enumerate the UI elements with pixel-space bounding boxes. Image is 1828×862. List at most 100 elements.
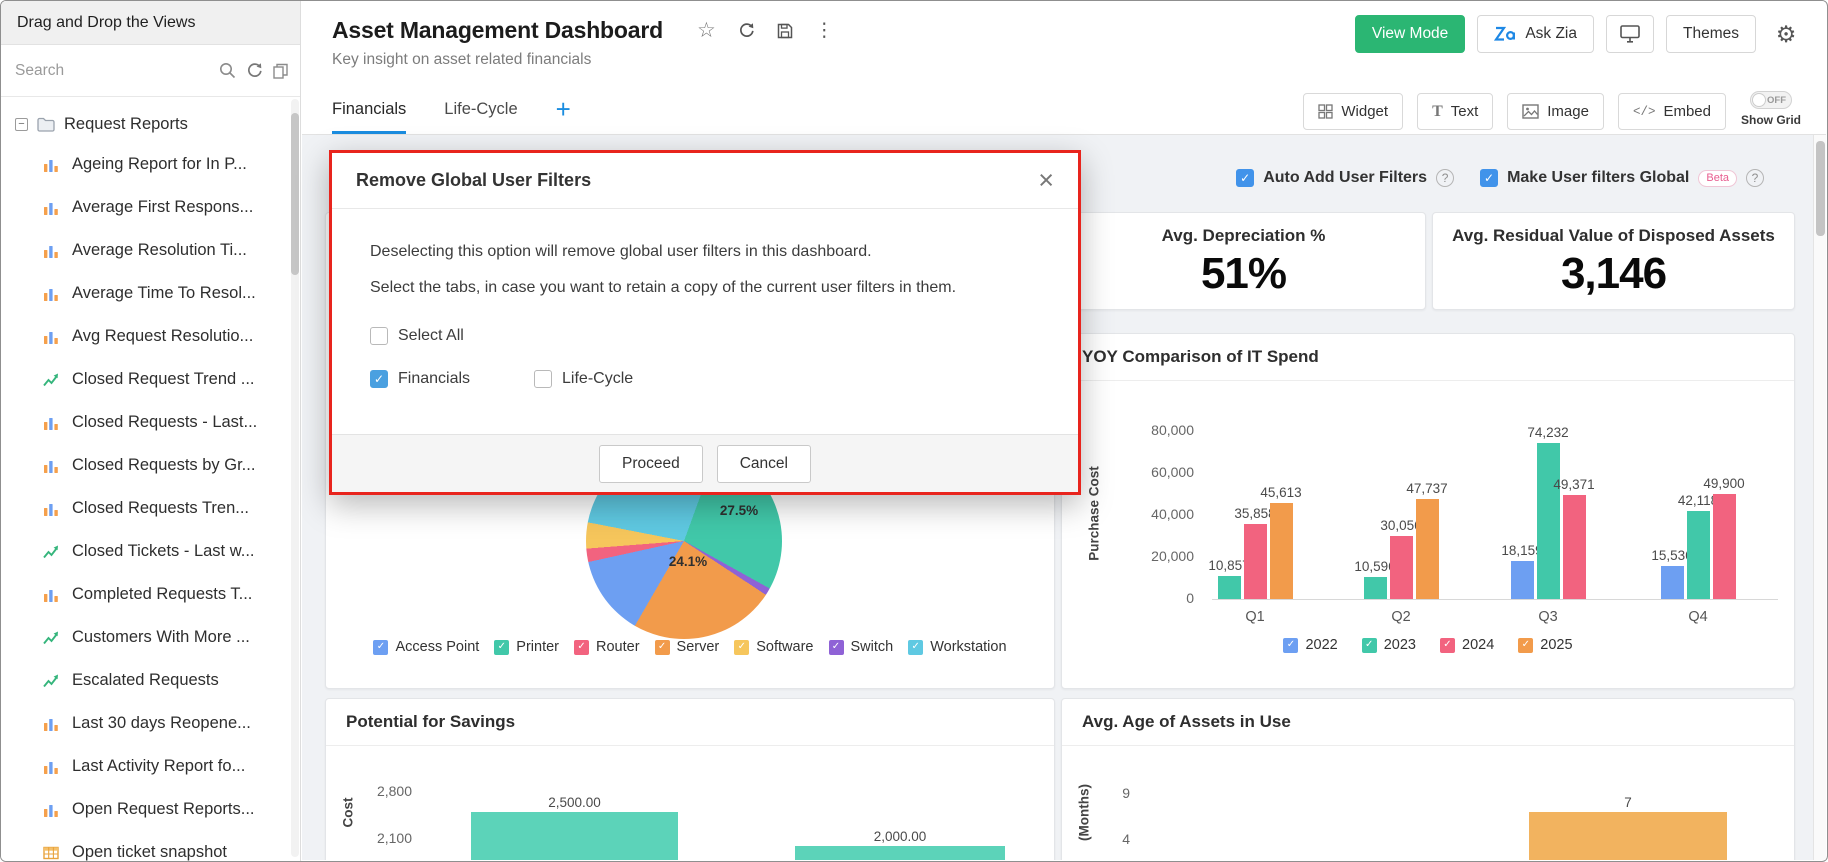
sidebar-report-item[interactable]: Avg Request Resolutio... (1, 315, 300, 358)
refresh-views-icon[interactable] (246, 62, 263, 79)
modal-tab-option[interactable]: Life-Cycle (534, 370, 633, 388)
sidebar-report-item[interactable]: Customers With More ... (1, 616, 300, 659)
legend-item[interactable]: Printer (494, 639, 559, 655)
sidebar-report-item[interactable]: Closed Requests by Gr... (1, 444, 300, 487)
search-input[interactable] (13, 60, 209, 81)
legend-checkbox[interactable] (1361, 637, 1377, 653)
help-icon[interactable] (1746, 169, 1764, 187)
auto-add-user-filters-option[interactable]: Auto Add User Filters (1236, 169, 1455, 187)
cancel-button[interactable]: Cancel (716, 444, 811, 483)
legend-item[interactable]: 2024 (1440, 637, 1494, 653)
close-icon[interactable] (1038, 167, 1054, 194)
legend-checkbox[interactable] (1283, 637, 1299, 653)
legend-item[interactable]: Server (654, 639, 719, 655)
scrollbar-thumb[interactable] (1816, 141, 1825, 236)
legend-item[interactable]: Workstation (908, 639, 1007, 655)
widget-button[interactable]: Widget (1303, 93, 1404, 130)
proceed-button[interactable]: Proceed (599, 444, 703, 483)
sidebar-report-item[interactable]: Closed Requests Tren... (1, 487, 300, 530)
sidebar-report-item[interactable]: Open ticket snapshot (1, 831, 300, 861)
pie-legend: Access Point Printer Router Server Software S… (326, 639, 1054, 655)
sidebar-report-item[interactable]: Last 30 days Reopene... (1, 702, 300, 745)
report-label: Closed Request Trend ... (72, 370, 255, 388)
favorite-star-icon[interactable] (697, 20, 716, 41)
more-options-icon[interactable] (815, 21, 834, 40)
legend-checkbox[interactable] (1518, 637, 1534, 653)
report-list: Ageing Report for In P... Average First R… (1, 143, 300, 861)
savings-card: Potential for Savings Cost 2,800 2,100 2,5… (325, 698, 1055, 860)
bar-value-label: 49,900 (1703, 476, 1745, 491)
sidebar-report-item[interactable]: Average First Respons... (1, 186, 300, 229)
legend-item[interactable]: 2022 (1283, 637, 1338, 653)
checkbox[interactable] (370, 370, 388, 388)
legend-item[interactable]: Switch (828, 639, 893, 655)
legend-item[interactable]: Software (734, 639, 814, 655)
yoy-bar-2023 (1217, 576, 1241, 599)
tab-financials[interactable]: Financials (332, 87, 407, 134)
sidebar-report-item[interactable]: Closed Request Trend ... (1, 358, 300, 401)
themes-button[interactable]: Themes (1666, 15, 1756, 53)
embed-button[interactable]: Embed (1617, 93, 1726, 130)
sidebar-report-item[interactable]: Escalated Requests (1, 659, 300, 702)
scrollbar-thumb[interactable] (291, 113, 299, 275)
page-title: Asset Management Dashboard (332, 17, 663, 43)
modal-tab-option[interactable]: Financials (370, 370, 470, 388)
save-icon[interactable] (777, 23, 793, 39)
presentation-button[interactable] (1606, 15, 1654, 53)
image-button[interactable]: Image (1507, 93, 1604, 130)
show-grid-toggle[interactable]: OFF (1750, 91, 1792, 109)
sidebar-report-item[interactable]: Closed Tickets - Last w... (1, 530, 300, 573)
sidebar-scrollbar[interactable] (291, 99, 299, 857)
ask-zia-button[interactable]: Ask Zia (1477, 15, 1594, 53)
legend-checkbox[interactable] (828, 639, 844, 655)
legend-checkbox[interactable] (908, 639, 924, 655)
sidebar-report-item[interactable]: Average Resolution Ti... (1, 229, 300, 272)
toggle-state: OFF (1767, 94, 1786, 106)
text-button[interactable]: Text (1417, 93, 1494, 130)
legend-item[interactable]: Router (574, 639, 640, 655)
kpi-value: 3,146 (1560, 249, 1667, 298)
checkbox[interactable] (534, 370, 553, 388)
tab-life-cycle[interactable]: Life-Cycle (444, 87, 517, 134)
add-tab-button[interactable] (556, 87, 571, 134)
legend-checkbox[interactable] (1440, 637, 1455, 653)
checkbox[interactable] (1236, 169, 1255, 187)
select-all-option[interactable]: Select All (370, 327, 1040, 345)
filter-label: Make User filters Global (1507, 169, 1690, 186)
refresh-icon[interactable] (738, 22, 755, 39)
yoy-card: YOY Comparison of IT Spend Purchase Cost… (1061, 333, 1795, 689)
checkbox[interactable] (1480, 169, 1499, 187)
legend-checkbox[interactable] (654, 639, 670, 655)
content-scrollbar[interactable] (1813, 135, 1826, 860)
folder-row[interactable]: Request Reports (1, 105, 300, 143)
remove-global-user-filters-dialog: Remove Global User Filters Deselecting t… (329, 150, 1081, 495)
checkbox-label: Financials (398, 370, 471, 387)
legend-checkbox[interactable] (574, 639, 590, 655)
legend-checkbox[interactable] (373, 639, 389, 655)
legend-checkbox[interactable] (494, 639, 510, 655)
legend-checkbox[interactable] (734, 639, 750, 655)
sidebar-report-item[interactable]: Completed Requests T... (1, 573, 300, 616)
sidebar-report-item[interactable]: Last Activity Report fo... (1, 745, 300, 788)
legend-item[interactable]: 2023 (1361, 637, 1416, 653)
settings-gear-button[interactable] (1768, 15, 1804, 53)
help-icon[interactable] (1436, 169, 1455, 187)
legend-item[interactable]: Access Point (373, 639, 479, 655)
legend-item[interactable]: 2025 (1518, 637, 1573, 653)
copy-view-icon[interactable] (273, 63, 288, 79)
chart-title: Potential for Savings (346, 712, 516, 731)
view-mode-button[interactable]: View Mode (1354, 15, 1466, 53)
show-grid-control[interactable]: OFF Show Grid (1738, 91, 1804, 127)
age-bar (1529, 812, 1727, 860)
y-tick-label: 2,800 (376, 783, 412, 799)
collapse-icon[interactable] (15, 117, 28, 131)
legend-label: 2023 (1383, 637, 1416, 653)
checkbox[interactable] (370, 327, 388, 345)
sidebar-report-item[interactable]: Open Request Reports... (1, 788, 300, 831)
search-icon[interactable] (219, 62, 236, 79)
sidebar-report-item[interactable]: Average Time To Resol... (1, 272, 300, 315)
sidebar-report-item[interactable]: Ageing Report for In P... (1, 143, 300, 186)
sidebar-report-item[interactable]: Closed Requests - Last... (1, 401, 300, 444)
kpi-card-residual-value: Avg. Residual Value of Disposed Assets 3… (1432, 212, 1795, 310)
make-user-filters-global-option[interactable]: Make User filters Global Beta (1480, 169, 1764, 187)
